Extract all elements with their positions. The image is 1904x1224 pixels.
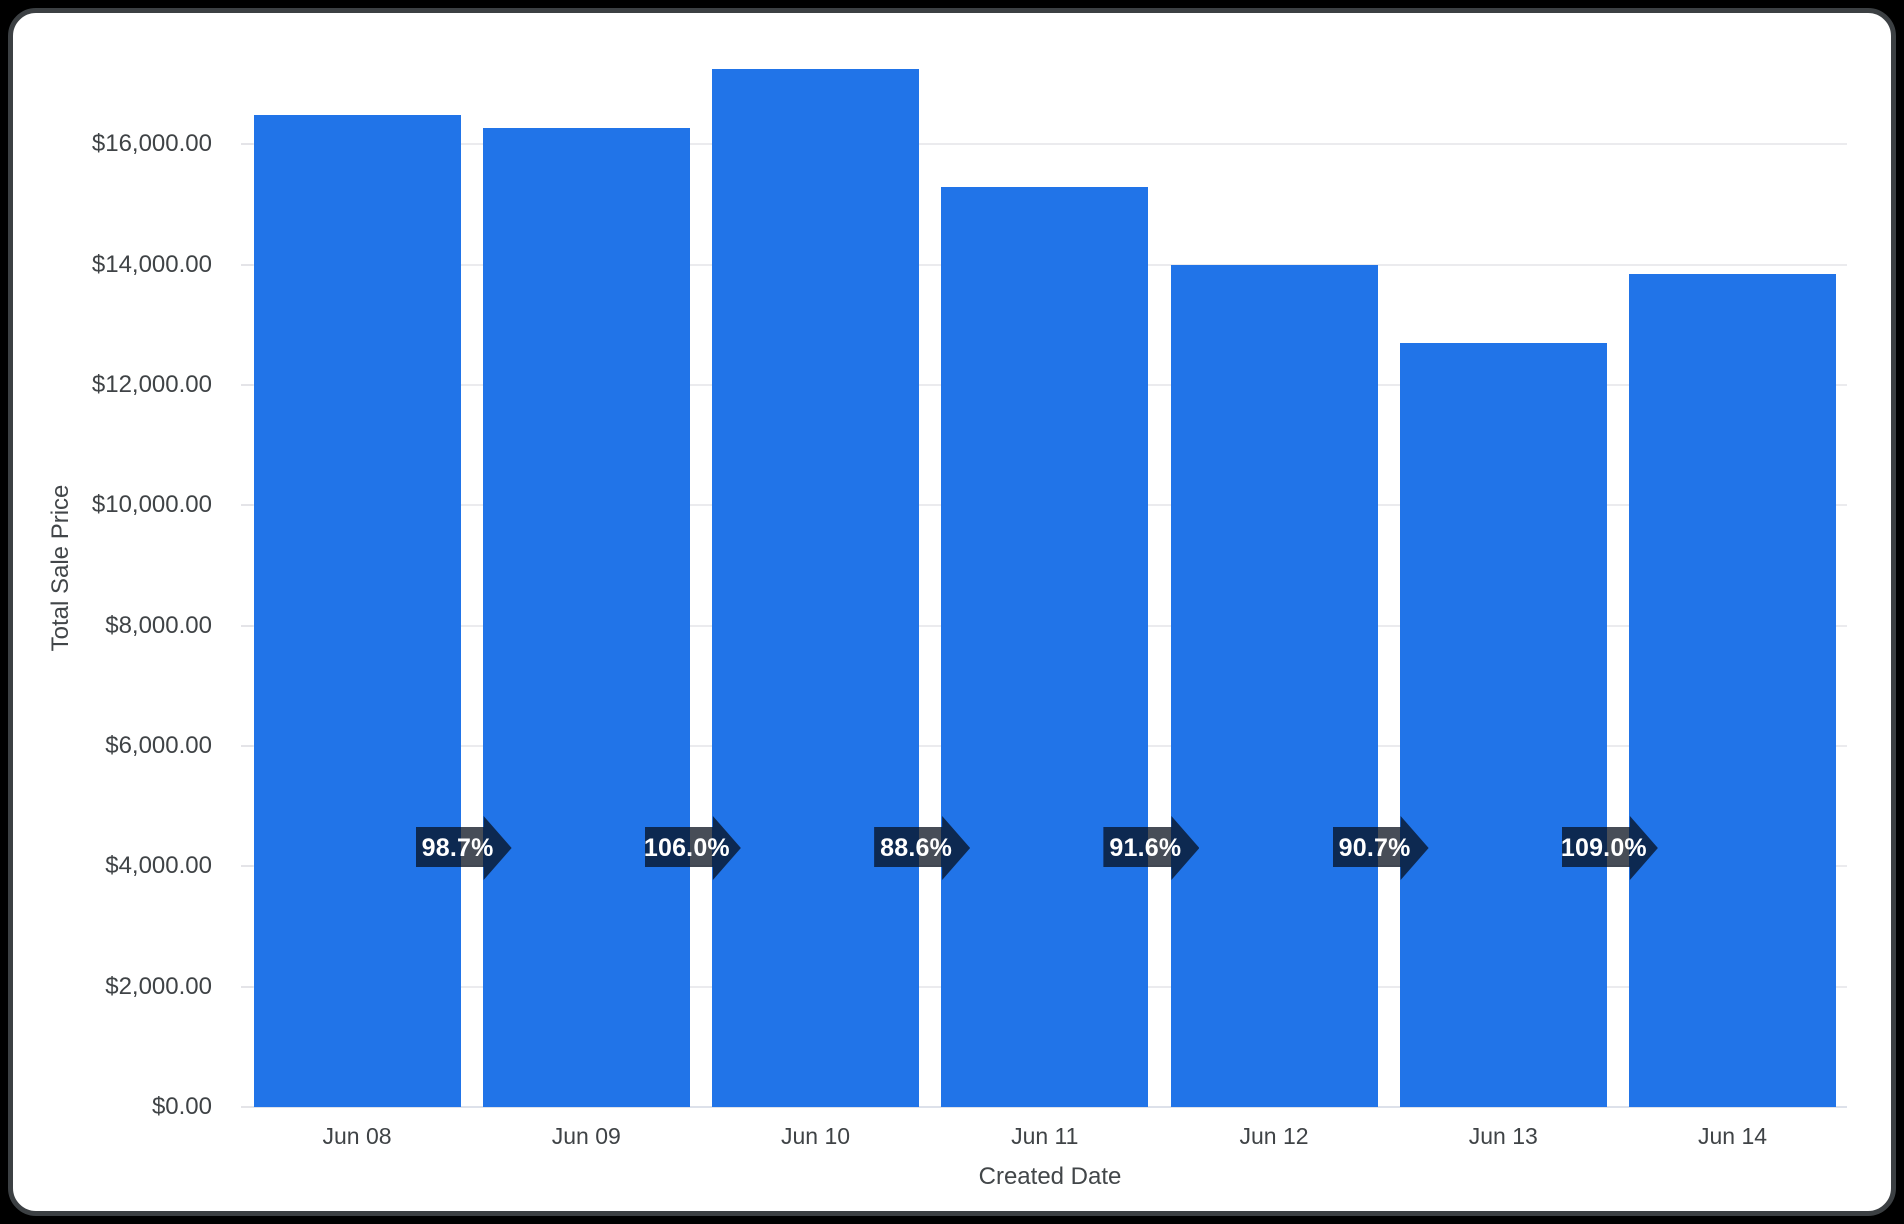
y-tick-mark [241,263,253,266]
growth-percent-label: 109.0% [1560,833,1647,862]
y-tick-mark [241,865,253,868]
x-axis-line [253,1106,1847,1108]
bar-jun-13[interactable] [1399,342,1607,1107]
bar-jun-10[interactable] [712,69,919,1107]
growth-percent-label: 88.6% [880,833,953,862]
bar-jun-11[interactable] [941,187,1149,1107]
y-tick-mark [241,745,253,747]
x-axis-title: Created Date [978,1163,1122,1190]
y-tick-mark [241,624,253,627]
y-tick-label: $12,000.00 [91,371,212,399]
y-tick-label: $6,000.00 [105,732,212,759]
y-axis-title: Total Sale Price [47,484,74,652]
y-tick-mark [241,985,253,988]
growth-percent-label: 98.7% [421,833,494,862]
x-tick-label: Jun 12 [1239,1123,1309,1149]
y-tick-label: $2,000.00 [105,972,212,1000]
y-tick-label: $14,000.00 [91,250,212,278]
gridline [253,143,1847,146]
x-tick-label: Jun 13 [1468,1123,1538,1149]
bar-jun-08[interactable] [253,115,461,1107]
y-tick-mark [241,504,253,507]
bar-jun-14[interactable] [1629,274,1836,1107]
x-tick-label: Jun 09 [551,1123,621,1149]
bar-jun-09[interactable] [482,128,690,1107]
x-tick-label: Jun 11 [1011,1123,1079,1149]
y-tick-label: $10,000.00 [91,491,212,519]
growth-percent-label: 91.6% [1109,833,1182,862]
x-tick-label: Jun 10 [780,1123,851,1149]
y-tick-label: $8,000.00 [105,611,212,639]
growth-percent-label: 90.7% [1338,833,1411,862]
y-tick-mark [241,384,253,387]
y-tick-label: $4,000.00 [105,852,212,880]
y-tick-label: $0.00 [151,1093,212,1120]
y-tick-mark [241,143,253,146]
x-tick-label: Jun 14 [1697,1123,1768,1149]
bar-jun-12[interactable] [1170,264,1378,1107]
y-tick-mark [241,1106,253,1108]
growth-percent-label: 106.0% [643,833,730,862]
x-tick-label: Jun 08 [322,1123,392,1149]
y-tick-label: $16,000.00 [91,130,212,158]
